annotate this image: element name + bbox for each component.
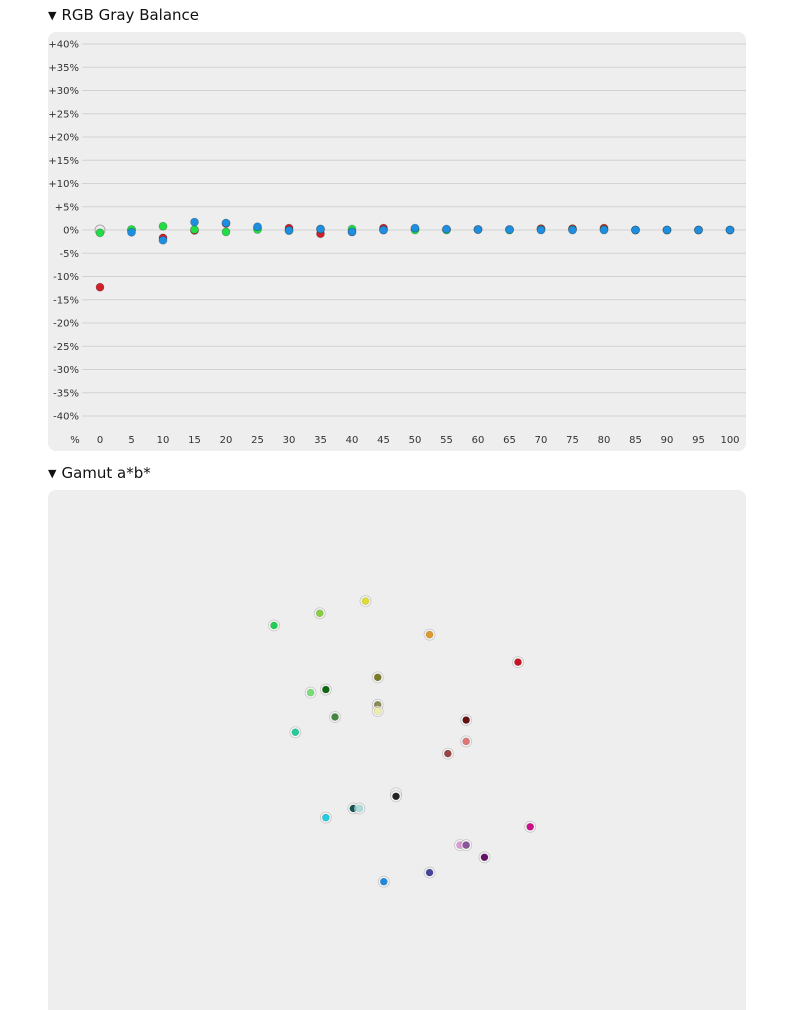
x-tick-label: 0 (97, 435, 103, 446)
x-tick-label: 80 (598, 435, 611, 446)
data-point (442, 224, 451, 234)
x-tick-label: 35 (314, 435, 327, 446)
gamut-point (462, 716, 471, 724)
y-tick-label: -30% (53, 365, 79, 376)
x-tick-label: 40 (346, 435, 359, 446)
x-tick-label: 85 (629, 435, 642, 446)
gamut-point (306, 688, 315, 697)
gamut-point (425, 630, 434, 639)
y-tick-label: +10% (48, 179, 79, 190)
data-point (568, 225, 577, 235)
x-tick-label: 30 (283, 435, 296, 446)
rgb-gray-balance-plot: +40% +35% +30% +25% +20% +15% +10% +5% 0% -5% -10%… (48, 40, 746, 446)
x-tick-label: 100 (720, 435, 739, 446)
data-point (190, 225, 199, 234)
gamut-point (361, 597, 370, 605)
gamut-ab-plot (268, 595, 537, 888)
data-point (725, 225, 735, 235)
gamut-point (270, 621, 278, 630)
triangle-down-icon: ▼ (48, 466, 57, 480)
data-point (95, 282, 105, 292)
data-point (190, 217, 199, 227)
gamut-title: Gamut a*b* (61, 464, 151, 482)
data-point (221, 227, 231, 237)
y-tick-label: +40% (48, 40, 79, 51)
data-point (631, 225, 640, 235)
x-tick-label: 65 (503, 435, 516, 446)
gamut-point (373, 706, 382, 715)
gamut-point (443, 749, 452, 758)
rgb-gray-balance-chart: +40% +35% +30% +25% +20% +15% +10% +5% 0% -5% -10%… (48, 32, 746, 451)
data-point (284, 226, 294, 235)
y-tick-label: +25% (48, 109, 79, 120)
data-point (127, 227, 136, 237)
data-point (379, 225, 388, 235)
gamut-point (526, 822, 535, 831)
gamut-point (331, 713, 339, 721)
y-tick-label: -5% (60, 249, 79, 260)
x-tick-label: 90 (661, 435, 674, 446)
y-tick-label: -35% (53, 388, 79, 399)
gamut-header[interactable]: ▼ Gamut a*b* (48, 464, 151, 482)
y-tick-label: +35% (48, 63, 79, 74)
y-tick-label: -40% (53, 412, 79, 423)
data-point (473, 225, 483, 234)
data-point (95, 228, 105, 238)
rgb-gray-balance-title: RGB Gray Balance (61, 6, 200, 24)
y-tick-label: +20% (48, 133, 79, 144)
data-point (158, 235, 168, 245)
data-point (410, 223, 420, 233)
data-point (599, 225, 609, 235)
gamut-point (315, 609, 324, 618)
data-point (347, 227, 357, 237)
x-tick-label: 75 (566, 435, 579, 446)
x-tick-label: 10 (157, 435, 170, 446)
y-tick-label: +5% (55, 202, 79, 213)
x-tick-label: 95 (692, 435, 705, 446)
gamut-point (373, 673, 382, 682)
data-point (253, 222, 262, 232)
gamut-point (321, 685, 330, 694)
rgb-gray-balance-header[interactable]: ▼ RGB Gray Balance (48, 6, 199, 24)
gamut-ab-chart (48, 490, 746, 1010)
x-axis-label: % (70, 435, 80, 446)
gamut-point (321, 813, 330, 822)
x-tick-label: 55 (440, 435, 453, 446)
gamut-point (462, 737, 471, 746)
data-point (316, 224, 325, 234)
gamut-point (379, 877, 388, 886)
x-tick-label: 5 (128, 435, 134, 446)
gamut-point (355, 804, 364, 813)
y-tick-label: -10% (53, 272, 79, 283)
x-tick-label: 45 (377, 435, 390, 446)
gamut-point (291, 728, 300, 737)
data-point (221, 218, 231, 228)
x-tick-label: 60 (472, 435, 485, 446)
gamut-point (480, 853, 489, 862)
data-point (694, 225, 703, 235)
data-point (536, 225, 546, 235)
y-tick-label: -20% (53, 319, 79, 330)
y-tick-label: -25% (53, 342, 79, 353)
gamut-point (514, 658, 522, 666)
x-tick-label: 70 (535, 435, 548, 446)
y-tick-label: +15% (48, 156, 79, 167)
y-tick-label: +30% (48, 86, 79, 97)
data-point (662, 225, 672, 235)
gamut-point (462, 841, 471, 849)
x-tick-label: 20 (220, 435, 233, 446)
x-tick-label: 15 (188, 435, 201, 446)
data-point (505, 225, 514, 234)
data-point (158, 221, 168, 231)
gamut-point (392, 792, 400, 801)
gamut-point (425, 868, 434, 877)
triangle-down-icon: ▼ (48, 8, 57, 22)
y-tick-label: -15% (53, 295, 79, 306)
y-tick-label: 0% (63, 226, 79, 237)
x-tick-label: 50 (409, 435, 422, 446)
x-tick-label: 25 (251, 435, 264, 446)
